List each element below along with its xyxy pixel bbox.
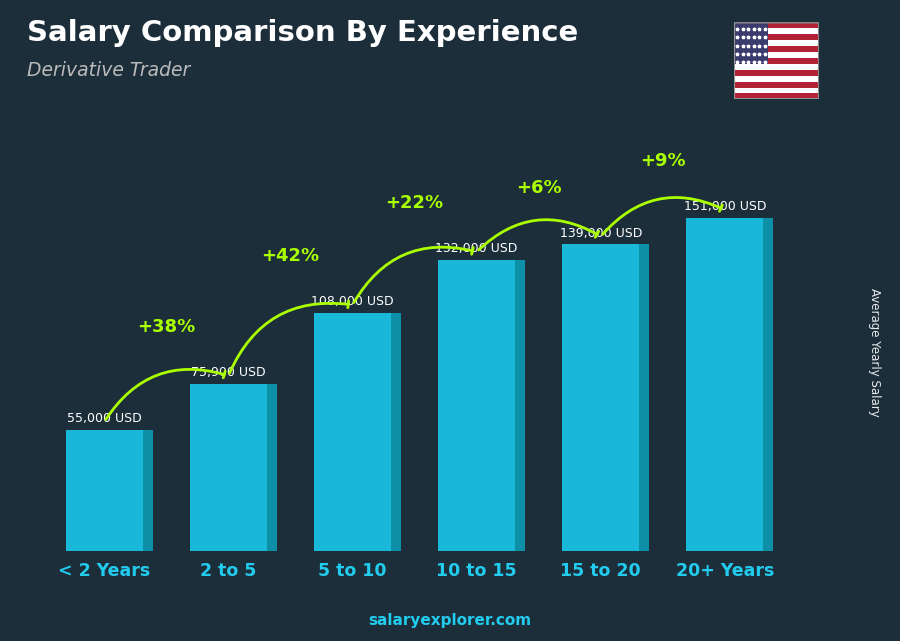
Bar — [734, 28, 819, 34]
Text: +38%: +38% — [137, 318, 195, 336]
Bar — [734, 40, 819, 46]
Text: 75,900 USD: 75,900 USD — [191, 366, 266, 379]
Text: +22%: +22% — [385, 194, 444, 212]
Text: 108,000 USD: 108,000 USD — [311, 295, 394, 308]
Bar — [734, 70, 819, 76]
Text: +6%: +6% — [516, 179, 562, 197]
Bar — [734, 64, 819, 70]
Polygon shape — [267, 384, 277, 551]
Bar — [734, 34, 819, 40]
Polygon shape — [763, 218, 773, 551]
Bar — [562, 244, 639, 551]
Text: +9%: +9% — [640, 152, 686, 170]
Text: 139,000 USD: 139,000 USD — [560, 227, 642, 240]
Bar — [734, 88, 819, 94]
Polygon shape — [391, 313, 401, 551]
Bar — [190, 384, 267, 551]
Bar — [734, 46, 819, 52]
Bar — [734, 58, 819, 64]
Bar — [66, 430, 143, 551]
Bar — [734, 52, 819, 58]
Polygon shape — [515, 260, 525, 551]
Bar — [734, 94, 819, 99]
Text: Average Yearly Salary: Average Yearly Salary — [868, 288, 881, 417]
Bar — [734, 81, 819, 88]
Polygon shape — [143, 430, 153, 551]
Text: 132,000 USD: 132,000 USD — [436, 242, 518, 255]
Polygon shape — [639, 244, 649, 551]
Bar — [438, 260, 515, 551]
Bar — [734, 22, 768, 64]
Text: Salary Comparison By Experience: Salary Comparison By Experience — [27, 19, 578, 47]
Text: +42%: +42% — [261, 247, 320, 265]
Text: 55,000 USD: 55,000 USD — [67, 412, 141, 425]
Text: 151,000 USD: 151,000 USD — [684, 200, 766, 213]
Bar — [734, 22, 819, 28]
Text: Derivative Trader: Derivative Trader — [27, 61, 190, 80]
Text: salaryexplorer.com: salaryexplorer.com — [368, 613, 532, 628]
Bar — [687, 218, 763, 551]
Bar — [734, 76, 819, 81]
Bar — [314, 313, 391, 551]
